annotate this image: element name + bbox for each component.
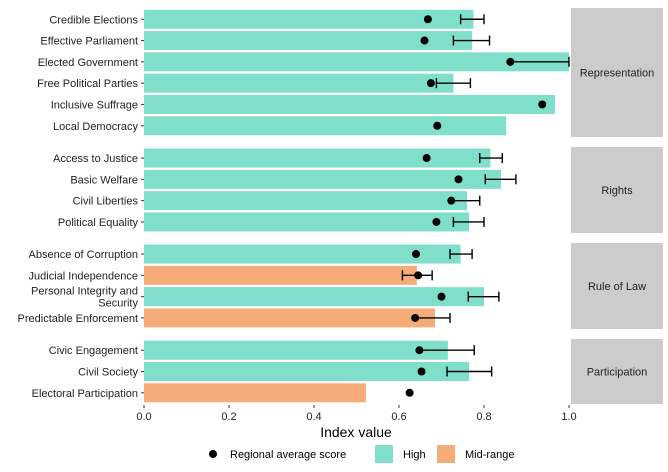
bar-political-equality <box>144 212 470 232</box>
bar-access-to-justice <box>144 148 491 168</box>
bar-personal-integrity-and-security <box>144 287 484 307</box>
y-tick-label: Local Democracy <box>53 121 138 133</box>
regional-average-point <box>417 367 426 376</box>
legend-point-key <box>209 450 217 458</box>
x-tick-label: 0.4 <box>306 411 321 423</box>
legend-label-high: High <box>403 449 426 461</box>
bar-judicial-independence <box>144 265 417 285</box>
regional-average-point <box>437 292 446 301</box>
y-tick-label: Elected Government <box>38 57 138 69</box>
y-tick-label: Political Equality <box>58 217 139 229</box>
regional-average-point <box>538 100 547 109</box>
x-tick-label: 1.0 <box>561 411 576 423</box>
regional-average-point <box>426 79 435 88</box>
bar-absence-of-corruption <box>144 244 461 264</box>
y-tick-label: Inclusive Suffrage <box>51 99 138 111</box>
regional-average-point <box>433 121 442 130</box>
y-tick-label: Free Political Parties <box>37 78 138 90</box>
y-tick-label: Electoral Participation <box>32 388 138 400</box>
legend-key-mid-range <box>437 445 455 463</box>
facet-strips: Representation Rights Rule of Law Participa… <box>571 8 663 404</box>
bar-effective-parliament <box>144 31 473 51</box>
legend-label-mid-range: Mid-range <box>465 449 515 461</box>
y-tick-label: Personal Integrity and Security <box>31 286 139 310</box>
x-axis: 0.0 0.2 0.4 0.6 0.8 1.0 <box>136 405 577 423</box>
y-tick-label: Credible Elections <box>49 14 138 26</box>
y-tick-label: Judicial Independence <box>29 270 138 282</box>
x-axis-title: Index value <box>320 424 392 440</box>
regional-average-point <box>422 154 431 163</box>
bar-inclusive-suffrage <box>144 94 555 114</box>
y-tick-label: Effective Parliament <box>40 36 138 48</box>
regional-average-point <box>432 217 441 226</box>
x-tick-label: 0.0 <box>136 411 151 423</box>
bar-electoral-participation <box>144 383 366 403</box>
y-tick-label: Predictable Enforcement <box>18 313 138 325</box>
x-tick-label: 0.8 <box>476 411 491 423</box>
y-tick-label: Access to Justice <box>53 153 138 165</box>
regional-average-point <box>412 250 420 259</box>
legend-point-label: Regional average score <box>230 449 346 461</box>
y-tick-label: Absence of Corruption <box>29 249 138 261</box>
regional-average-point <box>423 15 432 24</box>
bars-layer <box>144 9 569 403</box>
regional-average-point <box>506 57 515 66</box>
legend: Regional average score High Mid-range <box>209 445 515 463</box>
y-tick-label: Basic Welfare <box>70 174 138 186</box>
y-tick-label: Civic Engagement <box>49 345 138 357</box>
facet-strip-representation <box>571 8 663 137</box>
error-bars-layer <box>401 14 570 377</box>
regional-average-point <box>415 346 424 355</box>
bar-basic-welfare <box>144 169 501 189</box>
points-layer <box>405 15 547 397</box>
y-tick-label: Civil Liberties <box>73 196 139 208</box>
facet-strip-participation <box>571 339 663 404</box>
category-labels: Credible Elections Effective Parliament El… <box>18 14 144 400</box>
regional-average-point <box>414 271 423 280</box>
regional-average-point <box>411 313 420 322</box>
bar-credible-elections <box>144 9 474 29</box>
regional-average-point <box>454 175 463 184</box>
facet-strip-rights <box>571 147 663 233</box>
facet-strip-label: Rights <box>601 185 633 197</box>
facet-strip-rule-of-law <box>571 243 663 329</box>
regional-average-point <box>447 196 456 205</box>
regional-average-point <box>420 36 429 45</box>
x-tick-label: 0.2 <box>221 411 236 423</box>
facet-strip-label: Participation <box>587 367 648 379</box>
legend-key-high <box>375 445 393 463</box>
bar-civil-society <box>144 362 470 381</box>
bar-local-democracy <box>144 116 507 136</box>
bar-free-political-parties <box>144 73 454 93</box>
bar-elected-government <box>144 52 569 72</box>
facet-strip-label: Rule of Law <box>588 281 646 293</box>
regional-average-point <box>405 388 414 397</box>
facet-strip-label: Representation <box>580 68 655 80</box>
bar-predictable-enforcement <box>144 308 436 328</box>
x-tick-label: 0.6 <box>391 411 406 423</box>
bar-civil-liberties <box>144 191 467 211</box>
bar-civic-engagement <box>144 340 448 360</box>
y-tick-label: Civil Society <box>78 367 138 379</box>
